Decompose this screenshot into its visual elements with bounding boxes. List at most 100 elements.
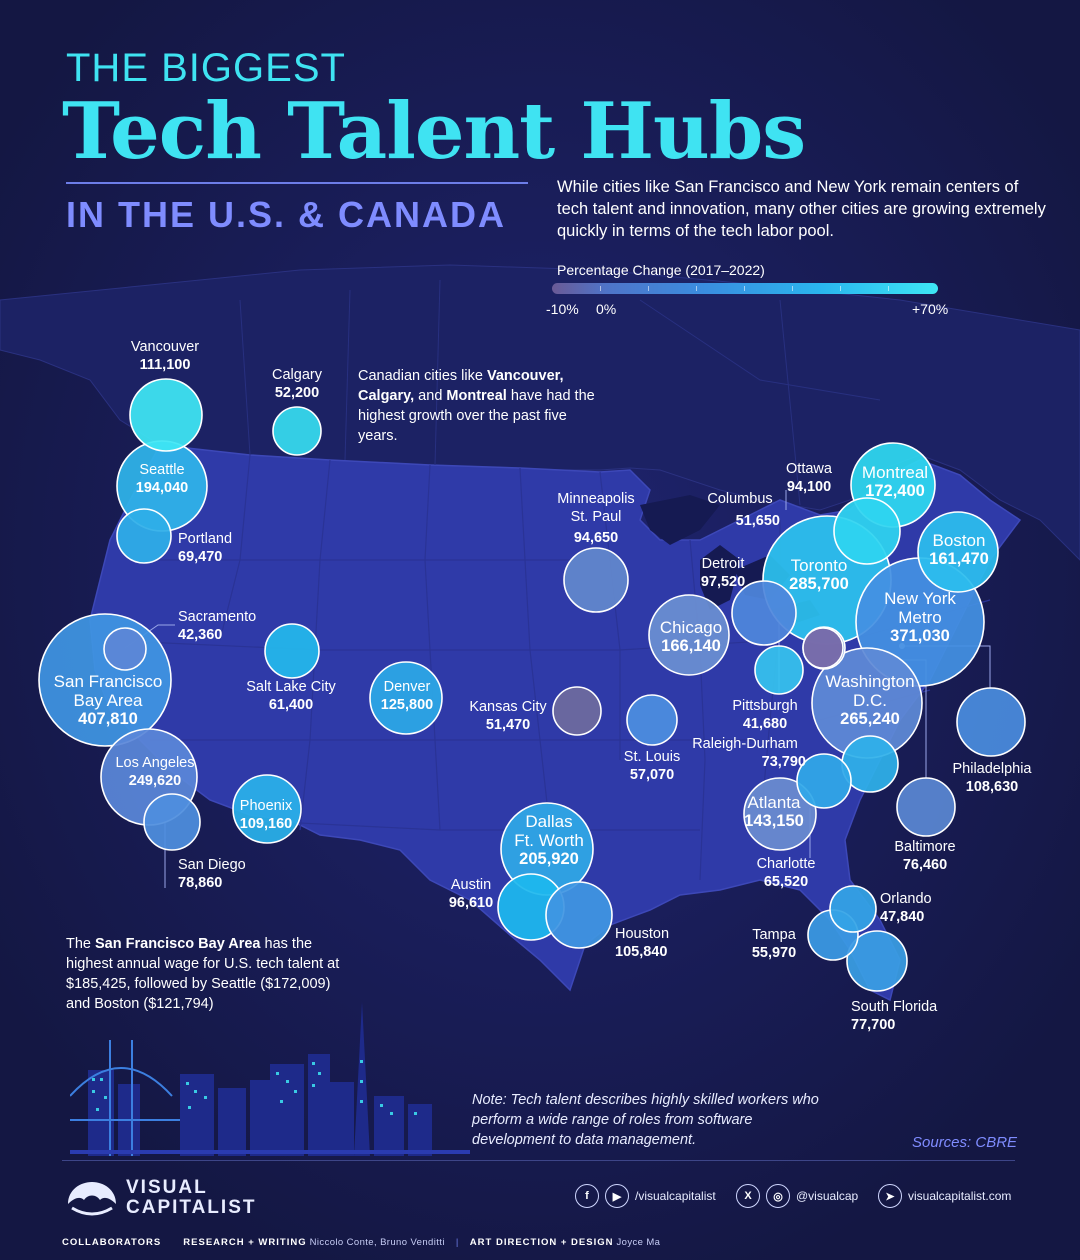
label-dallas: Dallas Ft. Worth 205,920 (514, 812, 584, 868)
design-label: ART DIRECTION + DESIGN (469, 1237, 614, 1248)
legend-tick (648, 286, 649, 291)
sf-note-text: has the highest annual wage for U.S. tec… (66, 936, 340, 1012)
social-handle-1[interactable]: /visualcapitalist (635, 1189, 716, 1203)
bubble-columbus (754, 645, 804, 695)
legend-title: Percentage Change (2017–2022) (557, 262, 765, 278)
x-icon[interactable]: X (736, 1184, 760, 1208)
title-line-3: IN THE U.S. & CANADA (66, 194, 507, 235)
label-detroit: Detroit 97,520 (700, 556, 746, 590)
visual-capitalist-logo[interactable]: VISUAL CAPITALIST (126, 1178, 256, 1218)
social-handle-2[interactable]: @visualcap (796, 1189, 859, 1203)
bubble-houston (545, 881, 613, 949)
label-los-angeles: Los Angeles 249,620 (115, 755, 195, 789)
canada-note-calgary: Calgary, (358, 388, 415, 404)
label-st-louis: St. Louis 57,070 (623, 749, 681, 783)
intro-text: While cities like San Francisco and New … (557, 178, 1046, 240)
label-portland: Portland 69,470 (178, 531, 233, 565)
label-orlando: Orlando 47,840 (880, 891, 932, 925)
label-washington-dc: Washington D.C. 265,240 (825, 672, 915, 728)
bubble-kansas-city (552, 686, 602, 736)
bubble-chicago (648, 594, 730, 676)
label-chicago: Chicago 166,140 (659, 618, 723, 655)
legend-max-label: +70% (912, 301, 949, 317)
bubble-atlanta (743, 777, 817, 851)
footer-divider (62, 1160, 1015, 1161)
bubble-st-louis (626, 694, 678, 746)
collab-label: COLLABORATORS (62, 1237, 162, 1248)
hub-bubbles (38, 378, 1026, 992)
label-san-diego: San Diego 78,860 (178, 857, 246, 891)
logo-line-1: VISUAL (126, 1177, 208, 1198)
bubble-philadelphia (956, 687, 1026, 757)
label-pittsburgh: Pittsburgh 41,680 (732, 698, 798, 732)
label-boston: Boston 161,470 (929, 531, 989, 568)
title-divider (66, 182, 528, 184)
label-tampa: Tampa 55,970 (751, 927, 797, 961)
label-minneapolis: Minneapolis St. Paul 94,650 (557, 491, 635, 546)
canada-note-text: and (414, 388, 447, 404)
label-phoenix: Phoenix 109,160 (239, 798, 293, 832)
label-charlotte: Charlotte 65,520 (756, 856, 816, 890)
label-austin: Austin 96,610 (448, 877, 494, 911)
label-denver: Denver 125,800 (380, 679, 434, 713)
bubble-boston (917, 511, 999, 593)
title-line-1: THE BIGGEST (66, 46, 346, 90)
bubble-south-florida (846, 930, 908, 992)
bubble-salt-lake-city (264, 623, 320, 679)
legend-tick (744, 286, 745, 291)
bubble-vancouver (129, 378, 203, 452)
sf-wage-note: The San Francisco Bay Area has the highe… (66, 934, 356, 1014)
instagram-icon[interactable]: ◎ (766, 1184, 790, 1208)
legend-tick (888, 286, 889, 291)
title-line-2: Tech Talent Hubs (62, 86, 806, 177)
province-borders (239, 279, 881, 506)
legend-min-label: -10% (546, 301, 579, 317)
bubble-detroit (731, 580, 797, 646)
youtube-icon[interactable]: ▶ (605, 1184, 629, 1208)
label-philadelphia: Philadelphia 108,630 (952, 761, 1032, 795)
label-raleigh-durham: Raleigh-Durham 73,790 (692, 736, 806, 770)
legend-color-scale (552, 283, 938, 294)
website-link[interactable]: visualcapitalist.com (908, 1189, 1012, 1203)
canada-note-montreal: Montreal (446, 388, 507, 404)
legend-tick (696, 286, 697, 291)
label-sacramento: Sacramento 42,360 (178, 609, 257, 643)
label-toronto: Toronto 285,700 (789, 556, 849, 593)
bubble-phoenix (232, 774, 302, 844)
research-names: Niccolo Conte, Bruno Venditti (309, 1237, 445, 1248)
facebook-icon[interactable]: f (575, 1184, 599, 1208)
sf-note-text: The (66, 936, 96, 952)
label-kansas-city: Kansas City 51,470 (469, 699, 547, 733)
bubble-calgary (272, 406, 322, 456)
canada-note: Canadian cities like Vancouver, Calgary,… (358, 366, 598, 446)
social-visualcap[interactable]: X ◎ @visualcap (736, 1183, 858, 1209)
collaborators-credits: COLLABORATORS RESEARCH + WRITING Niccolo… (62, 1237, 661, 1248)
legend-tick (792, 286, 793, 291)
label-baltimore: Baltimore 76,460 (894, 839, 956, 873)
bubble-minneapolis-st-paul (563, 547, 629, 613)
cursor-icon[interactable]: ➤ (878, 1184, 902, 1208)
label-vancouver: Vancouver 111,100 (130, 339, 200, 373)
legend-zero-label: 0% (596, 301, 617, 317)
bubble-ottawa (833, 497, 901, 565)
bubble-portland (116, 508, 172, 564)
social-visualcapitalist[interactable]: f ▶ /visualcapitalist (575, 1183, 716, 1209)
logo-line-2: CAPITALIST (126, 1197, 257, 1218)
design-names: Joyce Ma (616, 1237, 661, 1248)
label-montreal: Montreal 172,400 (861, 463, 929, 500)
city-skyline-illustration (70, 1002, 470, 1156)
canada-note-text: Canadian cities like (358, 368, 487, 384)
sf-note-bold: San Francisco Bay Area (95, 936, 261, 952)
bubble-unlabeled-hub (802, 627, 844, 669)
label-salt-lake-city: Salt Lake City 61,400 (246, 679, 336, 713)
bubble-san-diego (143, 793, 201, 851)
bubble-charlotte (796, 753, 852, 809)
social-website[interactable]: ➤ visualcapitalist.com (878, 1183, 1011, 1209)
label-south-florida: South Florida 77,700 (851, 999, 938, 1033)
label-ottawa: Ottawa 94,100 (786, 461, 832, 495)
label-seattle: Seattle 194,040 (135, 462, 189, 496)
legend-tick (600, 286, 601, 291)
label-columbus: Columbus 51,650 (707, 491, 780, 529)
canada-note-text: have had the highest growth over the pas… (358, 388, 595, 444)
label-houston: Houston 105,840 (615, 926, 670, 960)
